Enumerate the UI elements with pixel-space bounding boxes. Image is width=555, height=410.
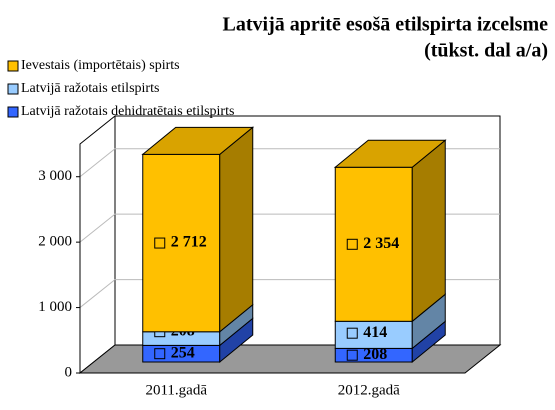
bar-side <box>411 139 446 323</box>
value-label: 2 712 <box>171 234 207 251</box>
chart-subtitle: (tūkst. dal a/a) <box>424 40 548 62</box>
x-tick-label: 2011.gadā <box>145 382 207 398</box>
bar-top <box>333 139 447 168</box>
chart-title: Latvijā apritē esošā etilspirta izcelsme <box>223 14 549 36</box>
legend-label: Latvijā ražotais dehidratētais etilspirt… <box>21 104 234 119</box>
legend-marker <box>7 83 19 95</box>
value-label-marker <box>346 349 358 361</box>
x-tick-label: 2012.gadā <box>338 382 400 398</box>
legend-label: Latvijā ražotais etilspirts <box>21 81 159 96</box>
y-tick-label: 3 000 <box>38 168 72 184</box>
legend-label: Ievestais (importētais) spirts <box>21 58 180 73</box>
bar-side <box>219 126 254 333</box>
value-label-marker <box>154 237 166 249</box>
bar-top <box>141 126 255 155</box>
y-tick-label: 2 000 <box>38 234 72 250</box>
legend-marker <box>7 60 19 72</box>
value-label: 2 354 <box>363 235 399 252</box>
bar-segment <box>333 139 447 323</box>
value-label-marker <box>346 238 358 250</box>
side-wall <box>79 114 116 375</box>
y-tick-label: 1 000 <box>38 299 72 315</box>
value-label: 208 <box>363 346 387 363</box>
value-label-marker <box>154 348 166 360</box>
y-tick-label: 0 <box>65 364 73 380</box>
legend-marker <box>7 106 19 118</box>
value-label: 414 <box>363 324 387 341</box>
bar-segment <box>141 126 255 333</box>
value-label-marker <box>346 327 358 339</box>
value-label: 254 <box>171 344 195 361</box>
